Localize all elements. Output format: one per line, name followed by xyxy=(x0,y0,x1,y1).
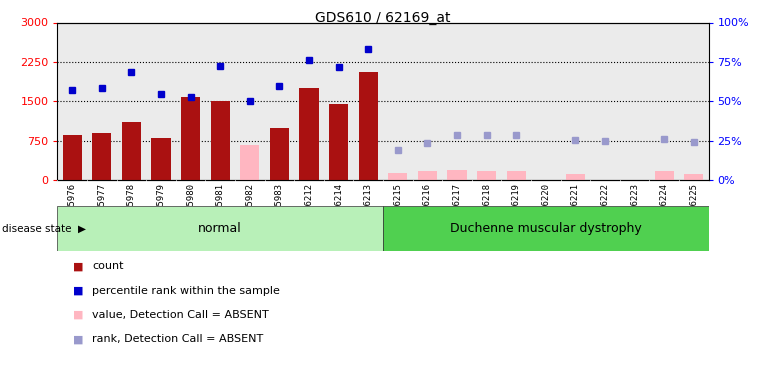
Text: GSM16218: GSM16218 xyxy=(482,183,491,226)
Bar xyxy=(152,138,171,180)
Text: GSM15980: GSM15980 xyxy=(186,183,195,226)
Text: GSM16215: GSM16215 xyxy=(393,183,402,226)
Bar xyxy=(300,88,319,180)
Text: disease state  ▶: disease state ▶ xyxy=(2,224,86,234)
Bar xyxy=(388,173,408,180)
Text: GSM15982: GSM15982 xyxy=(245,183,254,226)
Text: GSM16212: GSM16212 xyxy=(305,183,313,226)
Text: Duchenne muscular dystrophy: Duchenne muscular dystrophy xyxy=(450,222,642,235)
Text: ■: ■ xyxy=(73,310,83,320)
Text: GSM16222: GSM16222 xyxy=(601,183,610,226)
Bar xyxy=(417,171,437,180)
Text: GSM16217: GSM16217 xyxy=(453,183,461,226)
Bar xyxy=(329,104,349,180)
Text: ■: ■ xyxy=(73,286,83,296)
Text: ■: ■ xyxy=(73,261,83,271)
Bar xyxy=(270,128,289,180)
Text: GSM15983: GSM15983 xyxy=(275,183,284,226)
Text: GSM16213: GSM16213 xyxy=(364,183,373,226)
Bar xyxy=(92,133,112,180)
Bar xyxy=(477,171,496,180)
Bar xyxy=(506,171,525,180)
Bar xyxy=(63,135,82,180)
Text: GDS610 / 62169_at: GDS610 / 62169_at xyxy=(316,11,450,25)
Text: GSM16223: GSM16223 xyxy=(630,183,639,226)
Text: GSM16216: GSM16216 xyxy=(423,183,432,226)
Text: value, Detection Call = ABSENT: value, Detection Call = ABSENT xyxy=(92,310,269,320)
Text: GSM15979: GSM15979 xyxy=(156,183,165,226)
Text: GSM15977: GSM15977 xyxy=(97,183,106,226)
Text: GSM16225: GSM16225 xyxy=(689,183,699,226)
Text: percentile rank within the sample: percentile rank within the sample xyxy=(92,286,280,296)
Bar xyxy=(383,206,709,251)
Text: GSM16220: GSM16220 xyxy=(542,183,550,226)
Bar xyxy=(358,72,378,180)
Bar xyxy=(241,146,260,180)
Bar xyxy=(566,174,585,180)
Text: ■: ■ xyxy=(73,334,83,344)
Bar xyxy=(122,122,141,180)
Bar xyxy=(57,206,383,251)
Text: GSM16219: GSM16219 xyxy=(512,183,521,226)
Text: GSM16214: GSM16214 xyxy=(334,183,343,226)
Bar xyxy=(211,101,230,180)
Text: GSM16221: GSM16221 xyxy=(571,183,580,226)
Bar xyxy=(654,171,674,180)
Bar xyxy=(684,174,703,180)
Text: rank, Detection Call = ABSENT: rank, Detection Call = ABSENT xyxy=(92,334,264,344)
Text: GSM15981: GSM15981 xyxy=(216,183,224,226)
Text: GSM16224: GSM16224 xyxy=(660,183,669,226)
Text: normal: normal xyxy=(198,222,242,235)
Bar xyxy=(447,170,466,180)
Text: GSM15976: GSM15976 xyxy=(67,183,77,226)
Text: GSM15978: GSM15978 xyxy=(127,183,136,226)
Text: count: count xyxy=(92,261,123,271)
Bar xyxy=(181,97,200,180)
